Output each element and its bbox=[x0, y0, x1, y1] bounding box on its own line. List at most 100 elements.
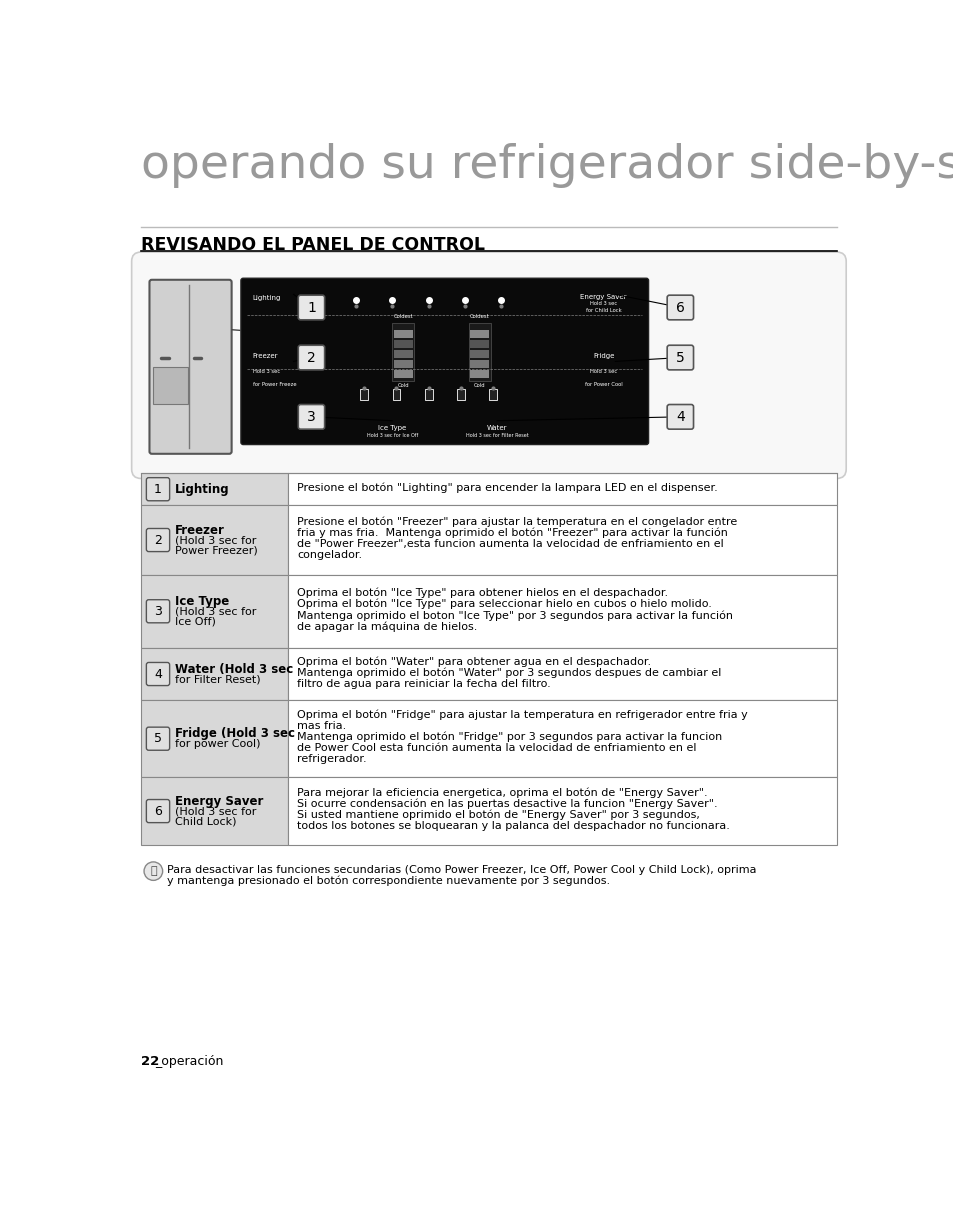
Bar bbox=[470, 329, 489, 338]
Text: Power Freezer): Power Freezer) bbox=[174, 546, 257, 555]
FancyBboxPatch shape bbox=[146, 727, 170, 750]
Text: Ice Off): Ice Off) bbox=[174, 616, 215, 626]
Text: 22: 22 bbox=[141, 1055, 159, 1068]
Text: Oprima el botón "Fridge" para ajustar la temperatura en refrigerador entre fria : Oprima el botón "Fridge" para ajustar la… bbox=[297, 710, 747, 720]
FancyBboxPatch shape bbox=[132, 252, 845, 479]
Text: congelador.: congelador. bbox=[297, 550, 362, 560]
FancyBboxPatch shape bbox=[146, 477, 170, 501]
Text: mas fria.: mas fria. bbox=[297, 720, 346, 731]
FancyBboxPatch shape bbox=[298, 405, 324, 429]
Text: 4: 4 bbox=[676, 409, 684, 424]
Bar bbox=[141, 505, 288, 575]
Text: Water (Hold 3 sec: Water (Hold 3 sec bbox=[174, 662, 293, 676]
Bar bbox=[153, 367, 188, 405]
Text: (Hold 3 sec for: (Hold 3 sec for bbox=[174, 806, 256, 816]
Text: 5: 5 bbox=[676, 351, 684, 364]
Text: Mantenga oprimido el boton "Ice Type" por 3 segundos para activar la función: Mantenga oprimido el boton "Ice Type" po… bbox=[297, 610, 733, 621]
Bar bbox=[470, 340, 489, 347]
Bar bbox=[141, 648, 288, 700]
Text: de apagar la máquina de hielos.: de apagar la máquina de hielos. bbox=[297, 621, 477, 632]
Bar bbox=[141, 575, 288, 648]
Text: Para desactivar las funciones secundarias (Como Power Freezer, Ice Off, Power Co: Para desactivar las funciones secundaria… bbox=[167, 865, 756, 875]
Text: 4: 4 bbox=[153, 667, 162, 680]
Text: 6: 6 bbox=[676, 300, 684, 315]
Text: Hold 3 sec for Ice Off: Hold 3 sec for Ice Off bbox=[366, 433, 417, 439]
Text: Mantenga oprimido el botón "Water" por 3 segundos despues de cambiar el: Mantenga oprimido el botón "Water" por 3… bbox=[297, 667, 721, 678]
Circle shape bbox=[144, 861, 162, 881]
Text: Energy Saver: Energy Saver bbox=[174, 795, 263, 808]
Text: y mantenga presionado el botón correspondiente nuevamente por 3 segundos.: y mantenga presionado el botón correspon… bbox=[167, 876, 610, 886]
Text: Mantenga oprimido el botón "Fridge" por 3 segundos para activar la funcion: Mantenga oprimido el botón "Fridge" por … bbox=[297, 731, 722, 742]
Bar bbox=[394, 350, 412, 357]
Text: 3: 3 bbox=[153, 605, 162, 617]
Bar bbox=[470, 360, 489, 368]
FancyBboxPatch shape bbox=[146, 600, 170, 623]
Text: Coldest: Coldest bbox=[393, 313, 413, 320]
Text: 2: 2 bbox=[307, 351, 315, 364]
Text: Hold 3 sec for Filter Reset: Hold 3 sec for Filter Reset bbox=[465, 433, 528, 439]
Bar bbox=[288, 505, 836, 575]
FancyBboxPatch shape bbox=[298, 345, 324, 369]
Text: 5: 5 bbox=[153, 733, 162, 745]
FancyBboxPatch shape bbox=[666, 295, 693, 320]
Text: Si usted mantiene oprimido el botón de "Energy Saver" por 3 segundos,: Si usted mantiene oprimido el botón de "… bbox=[297, 810, 700, 820]
Bar bbox=[360, 389, 368, 400]
Bar bbox=[392, 323, 414, 380]
Text: REVISANDO EL PANEL DE CONTROL: REVISANDO EL PANEL DE CONTROL bbox=[141, 236, 484, 254]
Text: for Power Cool: for Power Cool bbox=[584, 383, 622, 388]
Bar bbox=[394, 360, 412, 368]
Text: Child Lock): Child Lock) bbox=[174, 816, 236, 826]
Text: for power Cool): for power Cool) bbox=[174, 739, 260, 748]
Bar bbox=[456, 389, 464, 400]
Text: Oprima el botón "Ice Type" para obtener hielos en el despachador.: Oprima el botón "Ice Type" para obtener … bbox=[297, 588, 668, 598]
Text: Coldest: Coldest bbox=[470, 313, 489, 320]
Bar bbox=[394, 340, 412, 347]
FancyBboxPatch shape bbox=[146, 662, 170, 685]
Bar bbox=[470, 369, 489, 378]
FancyBboxPatch shape bbox=[150, 279, 232, 453]
Text: Cold: Cold bbox=[397, 383, 409, 388]
FancyBboxPatch shape bbox=[146, 799, 170, 823]
Bar bbox=[141, 778, 288, 844]
Text: Freezer: Freezer bbox=[174, 524, 225, 537]
Text: fria y mas fria.  Mantenga oprimido el botón "Freezer" para activar la función: fria y mas fria. Mantenga oprimido el bo… bbox=[297, 527, 727, 538]
Bar bbox=[394, 369, 412, 378]
Text: for Power Freeze: for Power Freeze bbox=[253, 383, 295, 388]
Bar bbox=[288, 778, 836, 844]
Text: todos los botones se bloquearan y la palanca del despachador no funcionara.: todos los botones se bloquearan y la pal… bbox=[297, 821, 730, 831]
Bar bbox=[394, 329, 412, 338]
Text: Energy Saver: Energy Saver bbox=[579, 294, 626, 300]
Text: Oprima el botón "Ice Type" para seleccionar hielo en cubos o hielo molido.: Oprima el botón "Ice Type" para seleccio… bbox=[297, 599, 712, 610]
Text: filtro de agua para reiniciar la fecha del filtro.: filtro de agua para reiniciar la fecha d… bbox=[297, 679, 551, 689]
Text: operando su refrigerador side-by-side: operando su refrigerador side-by-side bbox=[141, 143, 953, 188]
Text: Water: Water bbox=[486, 425, 507, 431]
Text: Cold: Cold bbox=[474, 383, 485, 388]
Bar bbox=[470, 350, 489, 357]
Bar bbox=[288, 575, 836, 648]
Text: Hold 3 sec: Hold 3 sec bbox=[589, 369, 617, 374]
Text: Hold 3 sec: Hold 3 sec bbox=[589, 301, 617, 306]
Text: (Hold 3 sec for: (Hold 3 sec for bbox=[174, 606, 256, 616]
Text: Fridge (Hold 3 sec: Fridge (Hold 3 sec bbox=[174, 728, 294, 740]
Text: refrigerador.: refrigerador. bbox=[297, 755, 367, 764]
Text: de Power Cool esta función aumenta la velocidad de enfriamiento en el: de Power Cool esta función aumenta la ve… bbox=[297, 744, 697, 753]
Bar bbox=[392, 389, 400, 400]
FancyBboxPatch shape bbox=[666, 345, 693, 369]
Bar bbox=[424, 389, 432, 400]
FancyBboxPatch shape bbox=[146, 529, 170, 552]
Text: Ice Type: Ice Type bbox=[377, 425, 406, 431]
Text: 𝓜: 𝓜 bbox=[150, 866, 156, 876]
Text: 6: 6 bbox=[153, 804, 162, 818]
Text: Para mejorar la eficiencia energetica, oprima el botón de "Energy Saver".: Para mejorar la eficiencia energetica, o… bbox=[297, 787, 707, 798]
Text: 2: 2 bbox=[153, 533, 162, 547]
Text: Presione el botón "Lighting" para encender la lampara LED en el dispenser.: Presione el botón "Lighting" para encend… bbox=[297, 482, 718, 493]
Text: Ice Type: Ice Type bbox=[174, 595, 229, 608]
FancyBboxPatch shape bbox=[241, 278, 648, 445]
Text: Si ocurre condensación en las puertas desactive la funcion "Energy Saver".: Si ocurre condensación en las puertas de… bbox=[297, 798, 718, 809]
Bar bbox=[489, 389, 497, 400]
Text: _operación: _operación bbox=[154, 1055, 223, 1068]
FancyBboxPatch shape bbox=[666, 405, 693, 429]
Text: Freezer: Freezer bbox=[253, 354, 277, 360]
Text: Fridge: Fridge bbox=[593, 354, 614, 360]
Bar bbox=[288, 473, 836, 505]
